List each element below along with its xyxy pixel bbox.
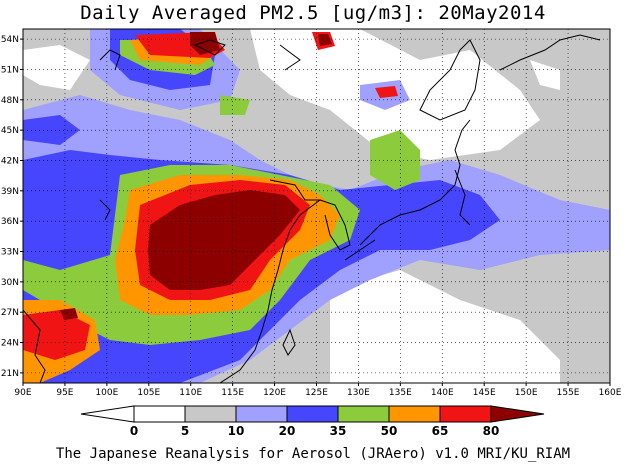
pm25-field bbox=[23, 29, 610, 383]
lon-tick-label: 125E bbox=[305, 388, 328, 398]
lon-tick-label: 120E bbox=[263, 388, 286, 398]
colorbar-box bbox=[286, 405, 339, 423]
lat-tick-label: 45N bbox=[1, 126, 19, 136]
lon-tick-label: 150E bbox=[515, 388, 538, 398]
longitude-axis: 90E 95E 100E 105E 110E 115E 120E 125E 130E 135E 14… bbox=[14, 383, 622, 398]
lon-tick-label: 155E bbox=[557, 388, 580, 398]
colorbar: 0 5 10 20 35 50 65 80 bbox=[80, 405, 545, 438]
figure-title: Daily Averaged PM2.5 [ug/m3]: 20May2014 bbox=[80, 2, 546, 24]
lat-tick-label: 27N bbox=[1, 308, 19, 318]
lat-tick-label: 48N bbox=[1, 96, 19, 106]
lat-tick-label: 36N bbox=[1, 217, 19, 227]
colorbar-box bbox=[337, 405, 390, 423]
lon-tick-label: 135E bbox=[389, 388, 412, 398]
lon-tick-label: 130E bbox=[347, 388, 370, 398]
colorbar-level-label: 5 bbox=[181, 424, 189, 438]
latitude-axis: 54N 51N 48N 45N 42N 39N 36N 33N 30N 27N 24N 21N bbox=[1, 35, 23, 379]
lat-tick-label: 24N bbox=[1, 339, 19, 349]
lat-tick-label: 51N bbox=[1, 65, 19, 75]
colorbar-level-label: 65 bbox=[432, 424, 449, 438]
colorbar-box bbox=[388, 405, 441, 423]
lat-tick-label: 42N bbox=[1, 156, 19, 166]
figure-footer: The Japanese Reanalysis for Aerosol (JRA… bbox=[55, 446, 571, 462]
gridlines bbox=[23, 29, 610, 383]
colorbar-left-arrow bbox=[80, 405, 135, 423]
lat-tick-label: 54N bbox=[1, 35, 19, 45]
lon-tick-label: 100E bbox=[95, 388, 118, 398]
lon-tick-label: 145E bbox=[473, 388, 496, 398]
coastlines bbox=[23, 34, 601, 383]
lon-tick-label: 90E bbox=[14, 388, 31, 398]
lon-tick-label: 95E bbox=[56, 388, 73, 398]
colorbar-level-label: 80 bbox=[483, 424, 500, 438]
colorbar-right-arrow bbox=[490, 405, 545, 423]
lat-tick-label: 30N bbox=[1, 278, 19, 288]
lon-tick-label: 105E bbox=[137, 388, 160, 398]
lon-tick-label: 140E bbox=[431, 388, 454, 398]
lon-tick-label: 115E bbox=[221, 388, 244, 398]
colorbar-level-label: 50 bbox=[381, 424, 398, 438]
lat-tick-label: 33N bbox=[1, 248, 19, 258]
colorbar-level-label: 0 bbox=[130, 424, 138, 438]
colorbar-level-label: 10 bbox=[228, 424, 245, 438]
lat-tick-label: 39N bbox=[1, 187, 19, 197]
colorbar-level-label: 20 bbox=[279, 424, 296, 438]
colorbar-level-label: 35 bbox=[330, 424, 347, 438]
colorbar-box bbox=[439, 405, 492, 423]
lat-tick-label: 21N bbox=[1, 369, 19, 379]
lon-tick-label: 160E bbox=[599, 388, 622, 398]
colorbar-box bbox=[184, 405, 237, 423]
colorbar-box bbox=[235, 405, 288, 423]
colorbar-box bbox=[133, 405, 186, 423]
lon-tick-label: 110E bbox=[179, 388, 202, 398]
